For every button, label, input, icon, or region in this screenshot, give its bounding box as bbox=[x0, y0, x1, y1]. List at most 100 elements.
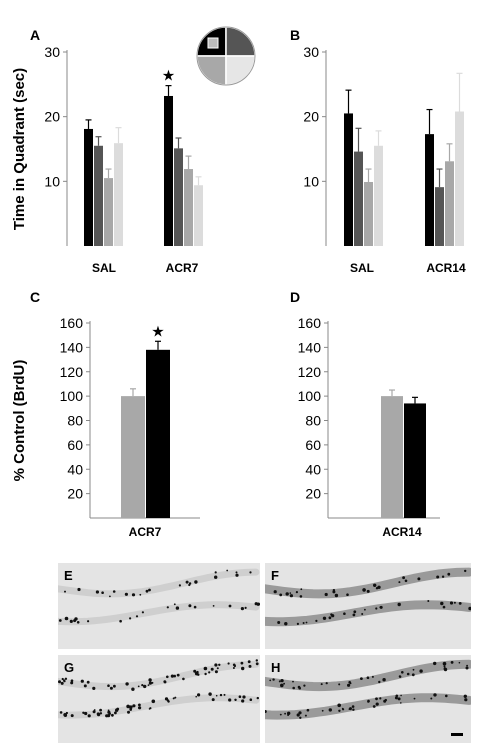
labeled-cell bbox=[216, 667, 219, 670]
labeled-cell bbox=[272, 678, 275, 681]
chart-B: B 10 20 30 SAL ACR14 bbox=[290, 27, 466, 275]
labeled-cell bbox=[209, 693, 212, 696]
labeled-cell bbox=[172, 697, 175, 700]
labeled-cell bbox=[398, 581, 401, 584]
labeled-cell bbox=[289, 592, 292, 594]
labeled-cell bbox=[129, 705, 133, 709]
y-tick-label: 20 bbox=[67, 486, 83, 502]
labeled-cell bbox=[320, 683, 323, 686]
labeled-cell bbox=[348, 708, 351, 710]
labeled-cell bbox=[273, 590, 277, 594]
labeled-cell bbox=[397, 602, 401, 607]
labeled-cell bbox=[351, 705, 355, 708]
labeled-cell bbox=[328, 708, 332, 712]
labeled-cell bbox=[194, 580, 198, 584]
bar bbox=[364, 181, 373, 246]
labeled-cell bbox=[214, 571, 217, 574]
labeled-cell bbox=[70, 714, 74, 718]
bar bbox=[164, 95, 173, 247]
labeled-cell bbox=[298, 711, 302, 715]
labeled-cell bbox=[111, 713, 114, 717]
labeled-cell bbox=[166, 675, 169, 679]
labeled-cell bbox=[296, 713, 300, 717]
labeled-cell bbox=[402, 576, 405, 580]
bar bbox=[404, 403, 426, 518]
water-maze-quadrant-icon bbox=[196, 26, 256, 86]
labeled-cell bbox=[338, 709, 341, 712]
bar bbox=[354, 151, 363, 246]
labeled-cell bbox=[82, 711, 85, 714]
labeled-cell bbox=[436, 575, 440, 579]
labeled-cell bbox=[321, 709, 324, 712]
labeled-cell bbox=[360, 677, 363, 680]
labeled-cell bbox=[284, 622, 288, 626]
labeled-cell bbox=[148, 681, 152, 685]
labeled-cell bbox=[164, 697, 169, 701]
labeled-cell bbox=[375, 697, 378, 701]
labeled-cell bbox=[247, 660, 251, 664]
labeled-cell bbox=[453, 601, 456, 604]
labeled-cell bbox=[59, 711, 63, 714]
y-tick-label: 160 bbox=[60, 315, 84, 331]
labeled-cell bbox=[295, 591, 298, 594]
labeled-cell bbox=[430, 697, 433, 700]
labeled-cell bbox=[332, 590, 336, 594]
labeled-cell bbox=[362, 588, 366, 592]
micrograph-g-image bbox=[58, 659, 260, 719]
labeled-cell bbox=[325, 682, 328, 685]
granule-layer bbox=[58, 601, 260, 626]
labeled-cell bbox=[255, 659, 258, 662]
labeled-cell bbox=[227, 662, 230, 665]
chart-C: C 20 40 60 80 100 120 140 160 % Control (BrdU) ACR… bbox=[11, 289, 200, 539]
labeled-cell bbox=[296, 622, 299, 625]
labeled-cell bbox=[361, 613, 364, 615]
micrograph-e: E bbox=[58, 563, 260, 649]
labeled-cell bbox=[249, 698, 253, 701]
labeled-cell bbox=[215, 694, 218, 697]
labeled-cell bbox=[63, 680, 66, 683]
y-tick-label: 140 bbox=[60, 339, 84, 355]
labeled-cell bbox=[404, 579, 408, 583]
bar bbox=[146, 349, 170, 518]
granule-layer bbox=[58, 694, 260, 719]
labeled-cell bbox=[76, 621, 80, 624]
labeled-cell bbox=[84, 711, 88, 716]
labeled-cell bbox=[129, 617, 132, 620]
labeled-cell bbox=[334, 593, 339, 598]
labeled-cell bbox=[375, 607, 378, 610]
labeled-cell bbox=[352, 708, 355, 711]
labeled-cell bbox=[240, 607, 244, 611]
labeled-cell bbox=[440, 601, 444, 606]
y-tick-label: 60 bbox=[305, 437, 321, 453]
labeled-cell bbox=[240, 661, 244, 665]
labeled-cell bbox=[223, 693, 226, 696]
labeled-cell bbox=[463, 694, 467, 698]
labeled-cell bbox=[433, 693, 437, 697]
labeled-cell bbox=[466, 664, 468, 667]
labeled-cell bbox=[212, 605, 215, 607]
platform-marker bbox=[207, 37, 219, 49]
y-tick-label: 160 bbox=[298, 315, 322, 331]
labeled-cell bbox=[427, 600, 430, 602]
labeled-cell bbox=[442, 661, 447, 666]
labeled-cell bbox=[196, 670, 199, 674]
labeled-cell bbox=[129, 708, 132, 711]
labeled-cell bbox=[195, 695, 197, 698]
labeled-cell bbox=[109, 595, 111, 598]
labeled-cell bbox=[443, 665, 446, 668]
labeled-cell bbox=[382, 678, 386, 682]
labeled-cell bbox=[305, 621, 308, 624]
labeled-cell bbox=[289, 594, 293, 598]
micrograph-h-label: H bbox=[271, 660, 281, 675]
x-category-label: ACR7 bbox=[166, 261, 199, 275]
bar bbox=[184, 169, 193, 246]
labeled-cell bbox=[378, 680, 381, 684]
labeled-cell bbox=[112, 590, 116, 593]
labeled-cell bbox=[375, 702, 379, 706]
labeled-cell bbox=[173, 674, 176, 678]
labeled-cell bbox=[113, 684, 116, 688]
labeled-cell bbox=[87, 714, 91, 718]
bar bbox=[121, 396, 145, 518]
labeled-cell bbox=[384, 698, 387, 702]
labeled-cell bbox=[298, 686, 301, 690]
